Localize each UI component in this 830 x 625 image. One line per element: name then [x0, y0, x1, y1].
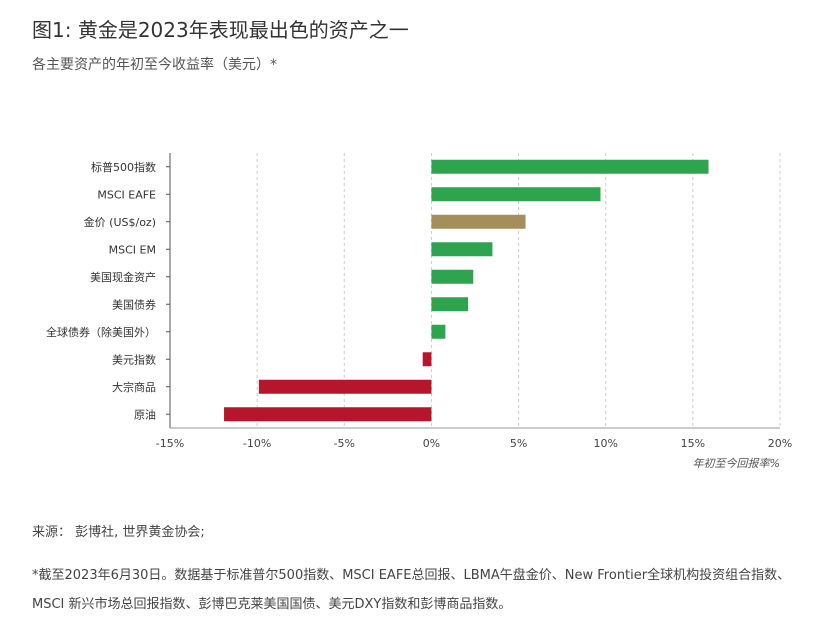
x-tick-label: -10% [243, 437, 271, 450]
category-label: 标普500指数 [91, 160, 156, 174]
x-tick-label: 5% [510, 437, 527, 450]
category-label: 金价 (US$/oz) [84, 215, 156, 229]
x-axis-label: 年初至今回报率% [693, 457, 780, 470]
x-tick-label: 20% [768, 437, 792, 450]
x-tick-label: -15% [156, 437, 184, 450]
bar [224, 407, 432, 422]
category-label: 美元指数 [112, 352, 156, 366]
source-text: 来源： 彭博社, 世界黄金协会; [32, 525, 205, 540]
bar [422, 352, 432, 367]
bar [431, 242, 493, 257]
bar [431, 159, 709, 174]
category-label: 美国债券 [112, 297, 156, 311]
bar [258, 379, 432, 394]
category-label: 原油 [134, 407, 156, 421]
bar [431, 214, 526, 229]
category-label: 美国现金资产 [90, 270, 156, 284]
chart-subtitle: 各主要资产的年初至今收益率（美元）* [32, 57, 277, 73]
bar [431, 269, 474, 284]
x-tick-label: 0% [423, 437, 440, 450]
bar [431, 187, 601, 202]
category-label: 全球债券（除美国外） [46, 325, 156, 339]
category-label: MSCI EM [109, 243, 156, 256]
bar [431, 297, 469, 312]
chart-title: 图1: 黄金是2023年表现最出色的资产之一 [32, 18, 409, 42]
x-tick-label: 15% [681, 437, 705, 450]
bar [431, 324, 446, 339]
category-label: 大宗商品 [112, 380, 156, 394]
x-tick-label: 10% [593, 437, 617, 450]
bar-chart: -15% -10% -5% 0% 5% 10% 15% 20% 年初至今回报率% 标普500指数 M… [46, 153, 792, 470]
footnote-text: *截至2023年6月30日。数据基于标准普尔500指数、MSCI EAFE总回报… [32, 568, 791, 612]
x-tick-label: -5% [334, 437, 355, 450]
category-label: MSCI EAFE [97, 188, 156, 201]
